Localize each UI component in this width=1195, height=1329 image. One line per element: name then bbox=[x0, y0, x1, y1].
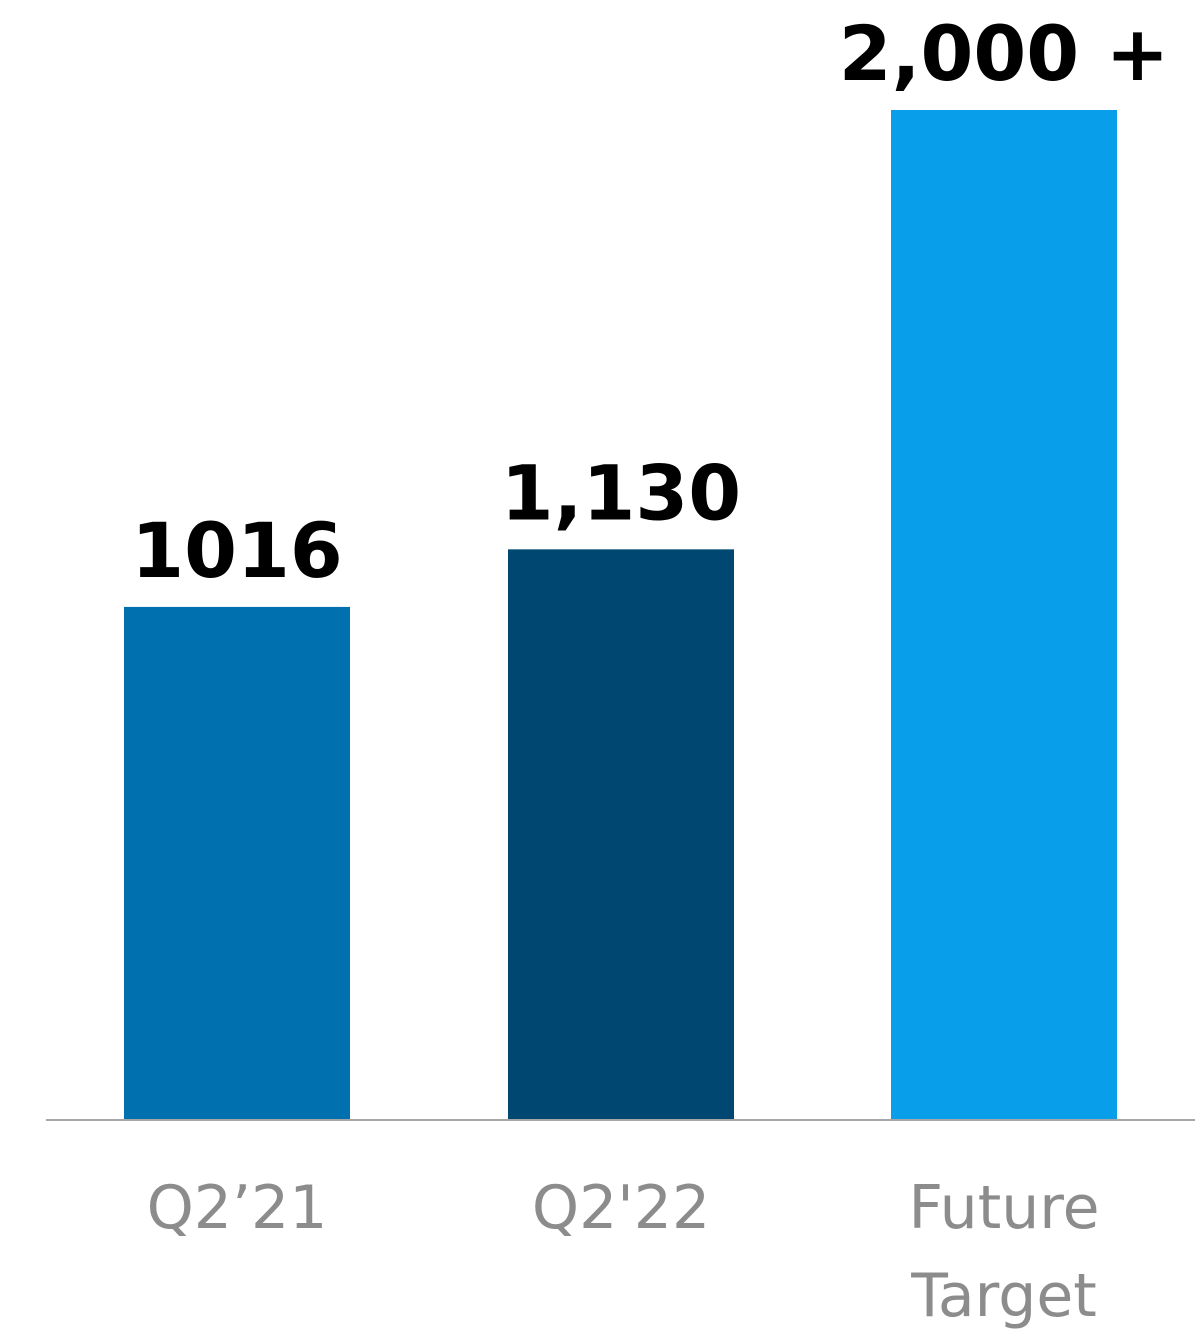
data-label-2: 1,130 bbox=[501, 448, 741, 537]
data-label-3: 2,000 + bbox=[839, 9, 1170, 98]
category-labels-group: Q2’21 Q2'22 Future Target bbox=[147, 1173, 1100, 1329]
bar-2 bbox=[508, 549, 734, 1120]
category-label-3-line-1: Future bbox=[908, 1173, 1099, 1243]
value-labels-group: 1016 1,130 2,000 + bbox=[131, 9, 1169, 595]
bars-group bbox=[124, 110, 1117, 1120]
category-label-1: Q2’21 bbox=[147, 1173, 328, 1243]
category-label-2: Q2'22 bbox=[532, 1173, 710, 1243]
bar-1 bbox=[124, 606, 350, 1120]
bar-3 bbox=[891, 110, 1117, 1120]
data-label-1: 1016 bbox=[131, 506, 343, 595]
category-label-3-line-2: Target bbox=[910, 1261, 1097, 1329]
